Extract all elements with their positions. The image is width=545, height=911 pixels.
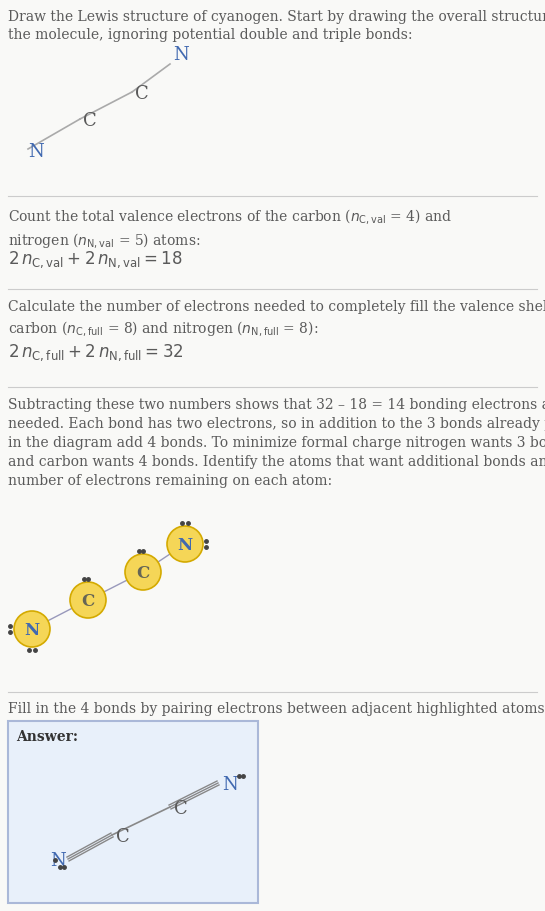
Text: Calculate the number of electrons needed to completely fill the valence shells f: Calculate the number of electrons needed… [8,300,545,338]
Text: $2\,n_\mathrm{C,full} + 2\,n_\mathrm{N,full} = 32$: $2\,n_\mathrm{C,full} + 2\,n_\mathrm{N,f… [8,342,184,363]
Text: C: C [116,827,130,845]
Text: C: C [136,565,150,582]
Text: N: N [173,46,189,64]
Circle shape [167,527,203,562]
Circle shape [70,582,106,619]
Circle shape [125,555,161,590]
Text: N: N [25,622,40,639]
Text: N: N [178,537,192,554]
Text: Draw the Lewis structure of cyanogen. Start by drawing the overall structure of
: Draw the Lewis structure of cyanogen. St… [8,10,545,42]
Text: C: C [135,85,149,103]
Text: Answer:: Answer: [16,729,78,743]
Text: Fill in the 4 bonds by pairing electrons between adjacent highlighted atoms:: Fill in the 4 bonds by pairing electrons… [8,701,545,715]
Text: N: N [50,851,66,869]
Text: $2\,n_\mathrm{C,val} + 2\,n_\mathrm{N,val} = 18$: $2\,n_\mathrm{C,val} + 2\,n_\mathrm{N,va… [8,249,183,270]
Circle shape [14,611,50,648]
Text: Count the total valence electrons of the carbon ($n_\mathrm{C,val}$ = 4) and
nit: Count the total valence electrons of the… [8,207,452,251]
Text: N: N [222,775,238,793]
Text: N: N [28,143,44,161]
Text: C: C [83,112,97,130]
Text: C: C [81,593,95,609]
Text: Subtracting these two numbers shows that 32 – 18 = 14 bonding electrons are
need: Subtracting these two numbers shows that… [8,397,545,487]
Text: C: C [174,799,187,817]
FancyBboxPatch shape [8,722,258,903]
